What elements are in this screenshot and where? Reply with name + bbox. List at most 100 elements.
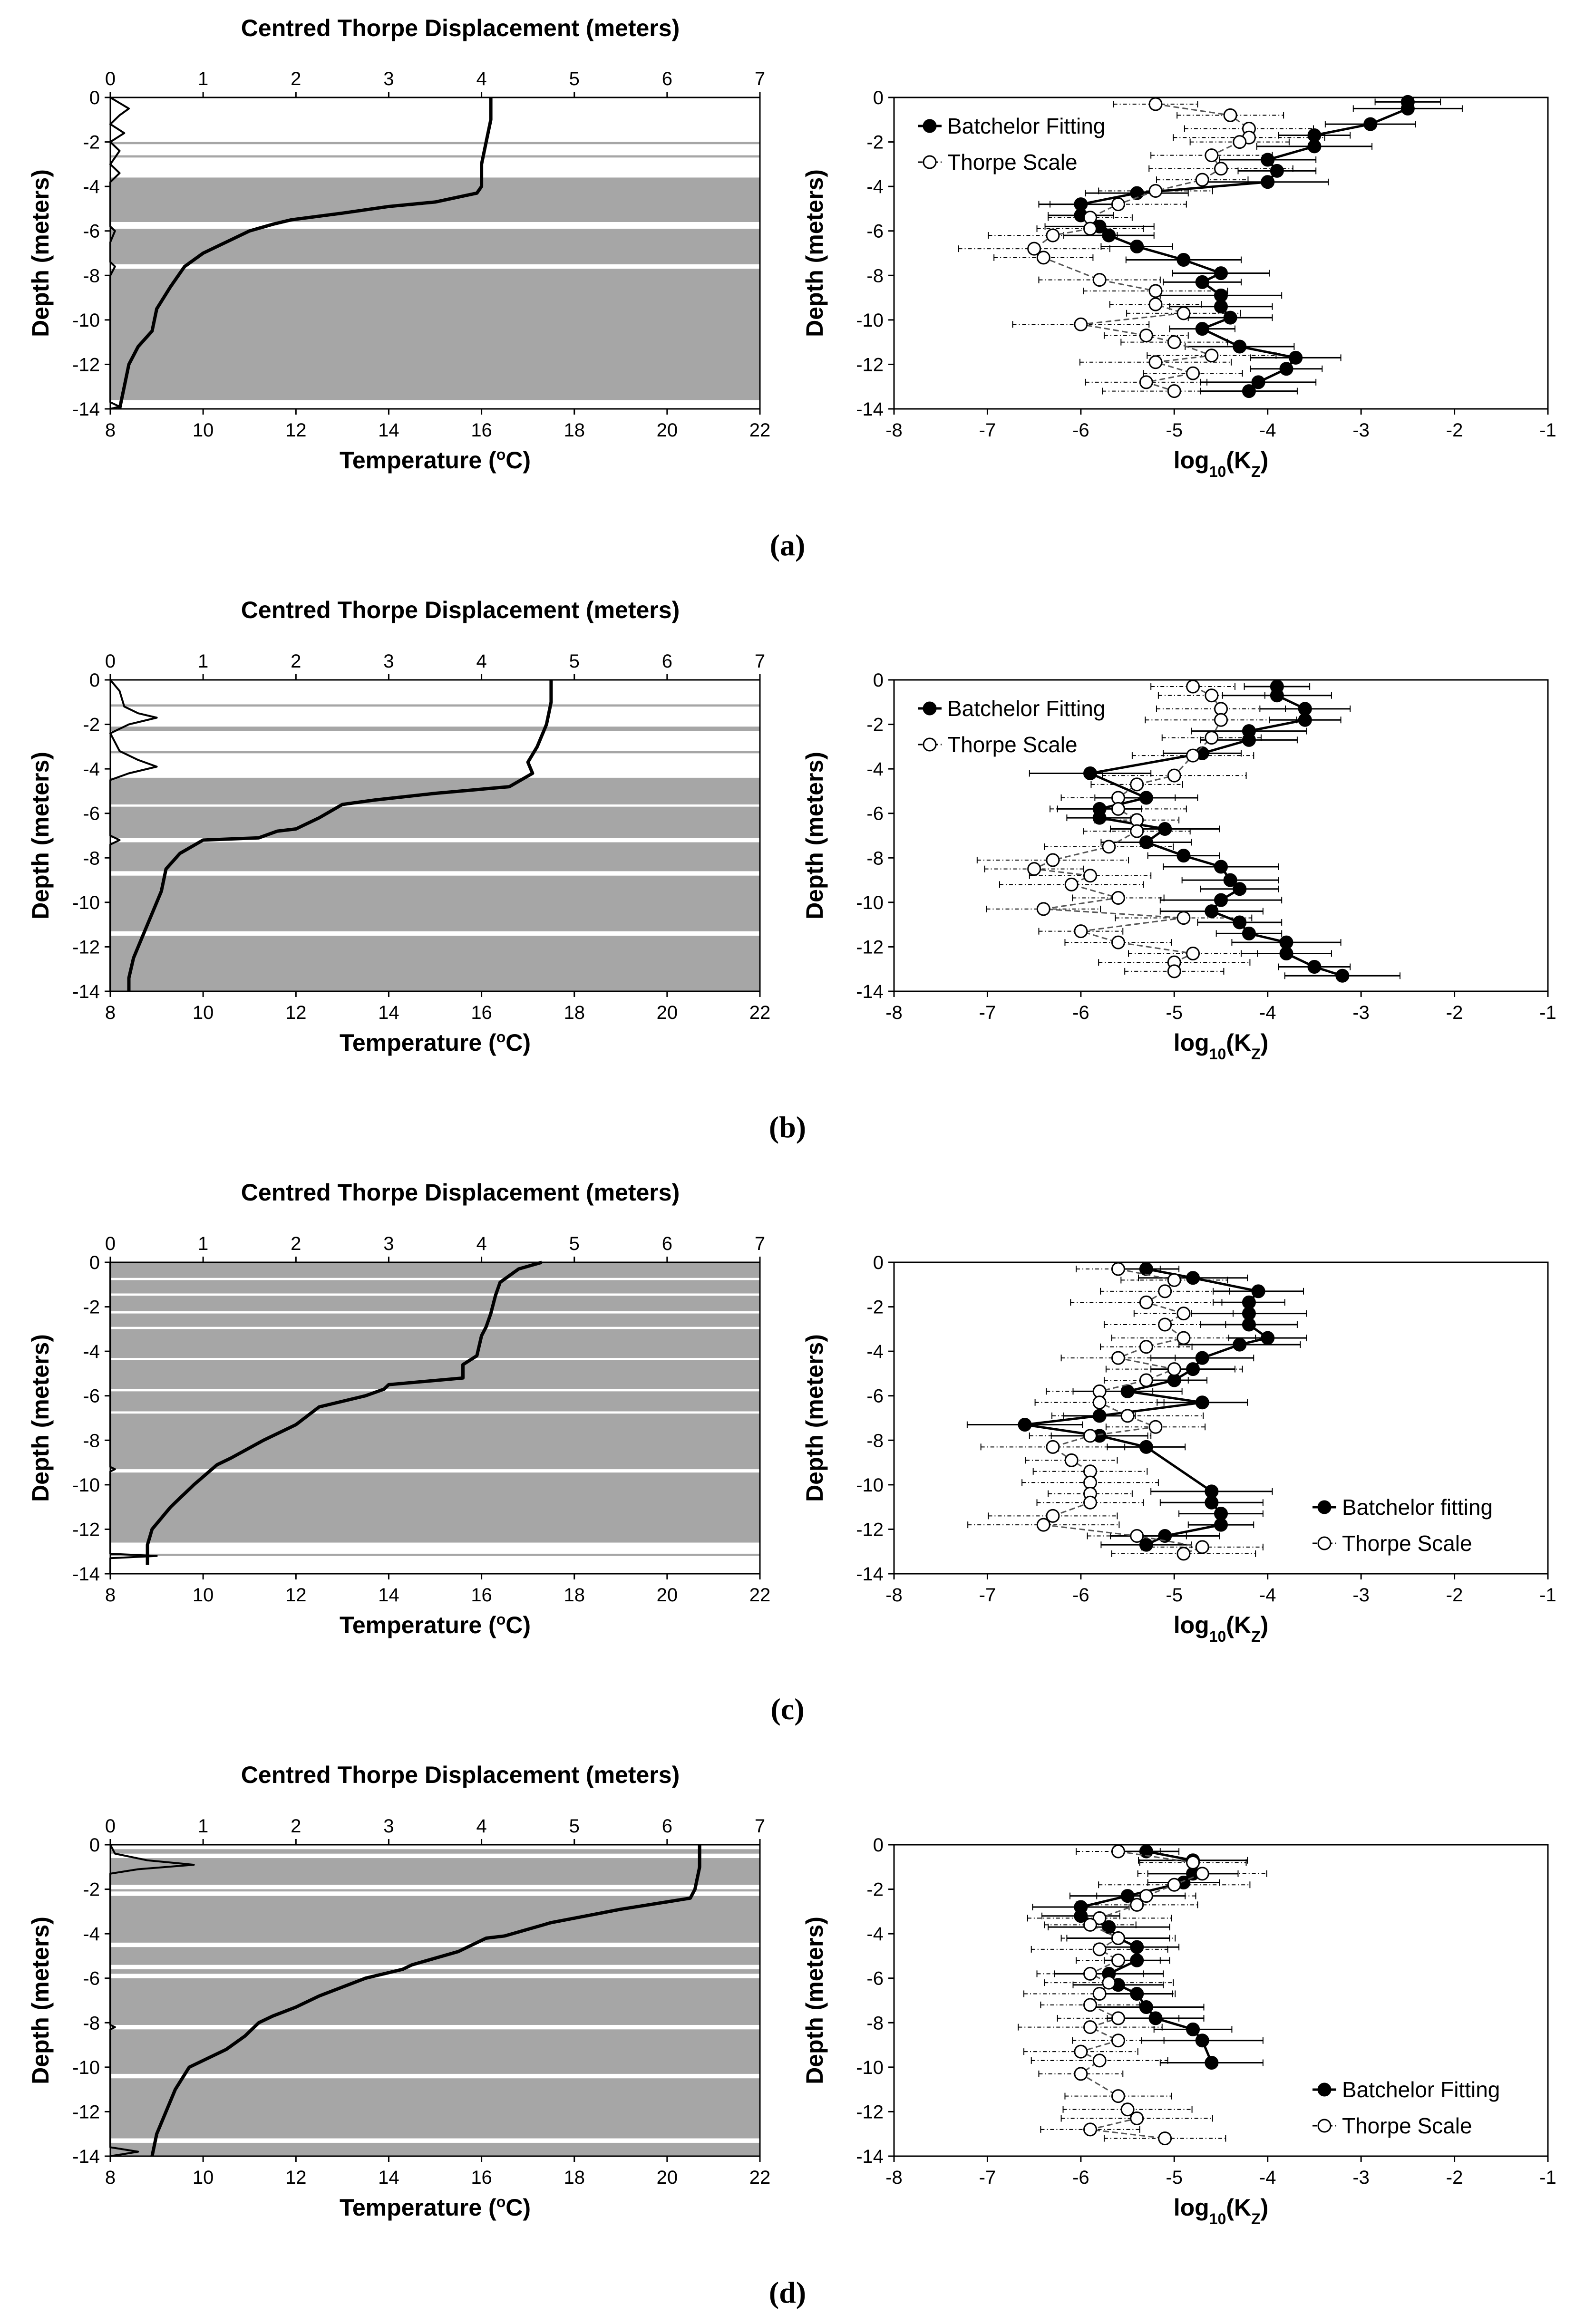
x-tick-label: 12 (285, 1002, 307, 1023)
batchelor-point (1205, 1495, 1219, 1510)
log-kz-axis-label: log10(KZ) (1174, 1612, 1269, 1645)
x-tick-label: -3 (1352, 1002, 1370, 1023)
y-tick-label: -14 (856, 1564, 884, 1585)
thorpe-scale-point (1158, 1317, 1172, 1332)
thorpe-scale-point (1092, 1911, 1107, 1925)
caption-d: (d) (769, 2276, 806, 2309)
x-tick-label: -6 (1072, 2167, 1089, 2188)
temperature-profile-line (150, 1845, 701, 2157)
x-tick-label: 8 (105, 2167, 116, 2188)
plot-frame (893, 1261, 1549, 1575)
y-tick-label: -8 (83, 848, 100, 869)
x-tick-label: -8 (885, 1002, 903, 1023)
x-tick-label: 22 (749, 1585, 771, 1606)
batchelor-point (1139, 835, 1153, 850)
x2-tick-label: 1 (198, 651, 208, 672)
gray-band (110, 269, 760, 400)
x-tick-label: 22 (749, 2167, 771, 2188)
thorpe-axis-title: Centred Thorpe Displacement (meters) (241, 1179, 680, 1206)
log-kz-axis-label-part: log (1174, 1029, 1209, 1056)
x-tick-label: 14 (378, 1002, 399, 1023)
batchelor-point (1018, 1418, 1032, 1432)
row-a: Centred Thorpe Displacement (meters) (a) (241, 15, 806, 562)
thorpe-scale-point (1092, 1942, 1107, 1956)
x-tick-label: 20 (657, 2167, 678, 2188)
x-tick-label: 18 (564, 420, 585, 441)
x2-tick-label: 3 (383, 1816, 394, 1837)
a-right-panel: 0-2-4-6-8-10-12-14-8 -7 -6 -5 -4 -3 -2 -1Depth … (801, 87, 1556, 480)
y-tick-label: -6 (83, 221, 100, 242)
log-kz-axis-label: log10(KZ) (1174, 2194, 1269, 2227)
y-tick-label: -8 (83, 2013, 100, 2034)
batchelor-point (1214, 300, 1228, 314)
y-tick-label: -12 (72, 354, 100, 375)
thorpe-scale-point (1158, 1284, 1172, 1298)
log-kz-axis-label-part: log (1174, 447, 1209, 474)
temperature-axis-label-part: Temperature ( (340, 1029, 496, 1056)
log-kz-axis-label-part: 10 (1209, 2210, 1226, 2227)
thorpe-scale-point (1214, 162, 1228, 176)
x-tick-label: 22 (749, 1002, 771, 1023)
x-tick-label: 8 (105, 1585, 116, 1606)
thorpe-scale-point (1111, 1262, 1125, 1276)
thorpe-scale-point (1139, 1340, 1153, 1354)
y-tick-label: -14 (72, 2146, 100, 2167)
log-kz-axis-label-part: Z (1251, 1628, 1261, 1645)
y-tick-label: -6 (866, 1968, 884, 1989)
x-tick-label: 22 (749, 420, 771, 441)
y-tick-label: -12 (856, 937, 884, 958)
temperature-axis-label: Temperature (oC) (340, 2193, 531, 2221)
batchelor-point (1214, 266, 1228, 281)
gray-band (110, 177, 760, 222)
gray-band (110, 142, 760, 145)
x-tick-label: 12 (285, 420, 307, 441)
thorpe-scale-point (1027, 242, 1041, 256)
log-kz-axis-label: log10(KZ) (1174, 1029, 1269, 1063)
thorpe-scale-point (1148, 355, 1163, 369)
legend-label: Thorpe Scale (1342, 1531, 1472, 1556)
x-tick-label: -1 (1539, 2167, 1556, 2188)
gray-band (110, 751, 760, 754)
x-tick-label: -6 (1072, 1002, 1089, 1023)
batchelor-point (1261, 1331, 1275, 1345)
batchelor-point (1092, 811, 1107, 825)
batchelor-point (1363, 117, 1378, 131)
thorpe-scale-point (1074, 2067, 1088, 2081)
gray-band (110, 1553, 760, 1556)
x-tick-label: -4 (1259, 1585, 1276, 1606)
thorpe-scale-point (1083, 2122, 1097, 2137)
thorpe-scale-point (1111, 2034, 1125, 2048)
y-tick-label: -12 (72, 2101, 100, 2122)
y-tick-label: -6 (866, 1386, 884, 1407)
thorpe-scale-point (1102, 1975, 1116, 1990)
thorpe-scale-line (1033, 103, 1250, 392)
batchelor-point (1261, 153, 1275, 167)
thorpe-scale-point (1167, 384, 1181, 398)
gray-band (110, 1969, 760, 1974)
batchelor-point (1223, 873, 1237, 887)
batchelor-point (1186, 1271, 1200, 1285)
x-tick-label: -4 (1259, 420, 1276, 441)
thorpe-scale-line (1041, 1268, 1206, 1555)
y-tick-label: -12 (856, 354, 884, 375)
legend-label: Batchelor Fitting (1342, 2077, 1500, 2102)
x-tick-label: 20 (657, 1002, 678, 1023)
x2-tick-label: 2 (291, 1816, 301, 1837)
x-tick-label: -3 (1352, 2167, 1370, 2188)
y-tick-label: -8 (866, 265, 884, 286)
thorpe-scale-point (1130, 2111, 1144, 2125)
batchelor-point (1242, 384, 1256, 398)
thorpe-scale-point (1139, 1889, 1153, 1903)
batchelor-point (1176, 253, 1191, 267)
y-tick-label: -6 (83, 1968, 100, 1989)
y-tick-label: -2 (83, 1297, 100, 1318)
batchelor-point (1251, 375, 1265, 389)
temperature-axis-label-part: C) (506, 2194, 531, 2221)
x-tick-label: 20 (657, 1585, 678, 1606)
caption-a: (a) (770, 528, 806, 562)
batchelor-point (1242, 926, 1256, 940)
temperature-axis-label-part: o (496, 2193, 506, 2210)
legend-marker (1317, 1500, 1332, 1514)
